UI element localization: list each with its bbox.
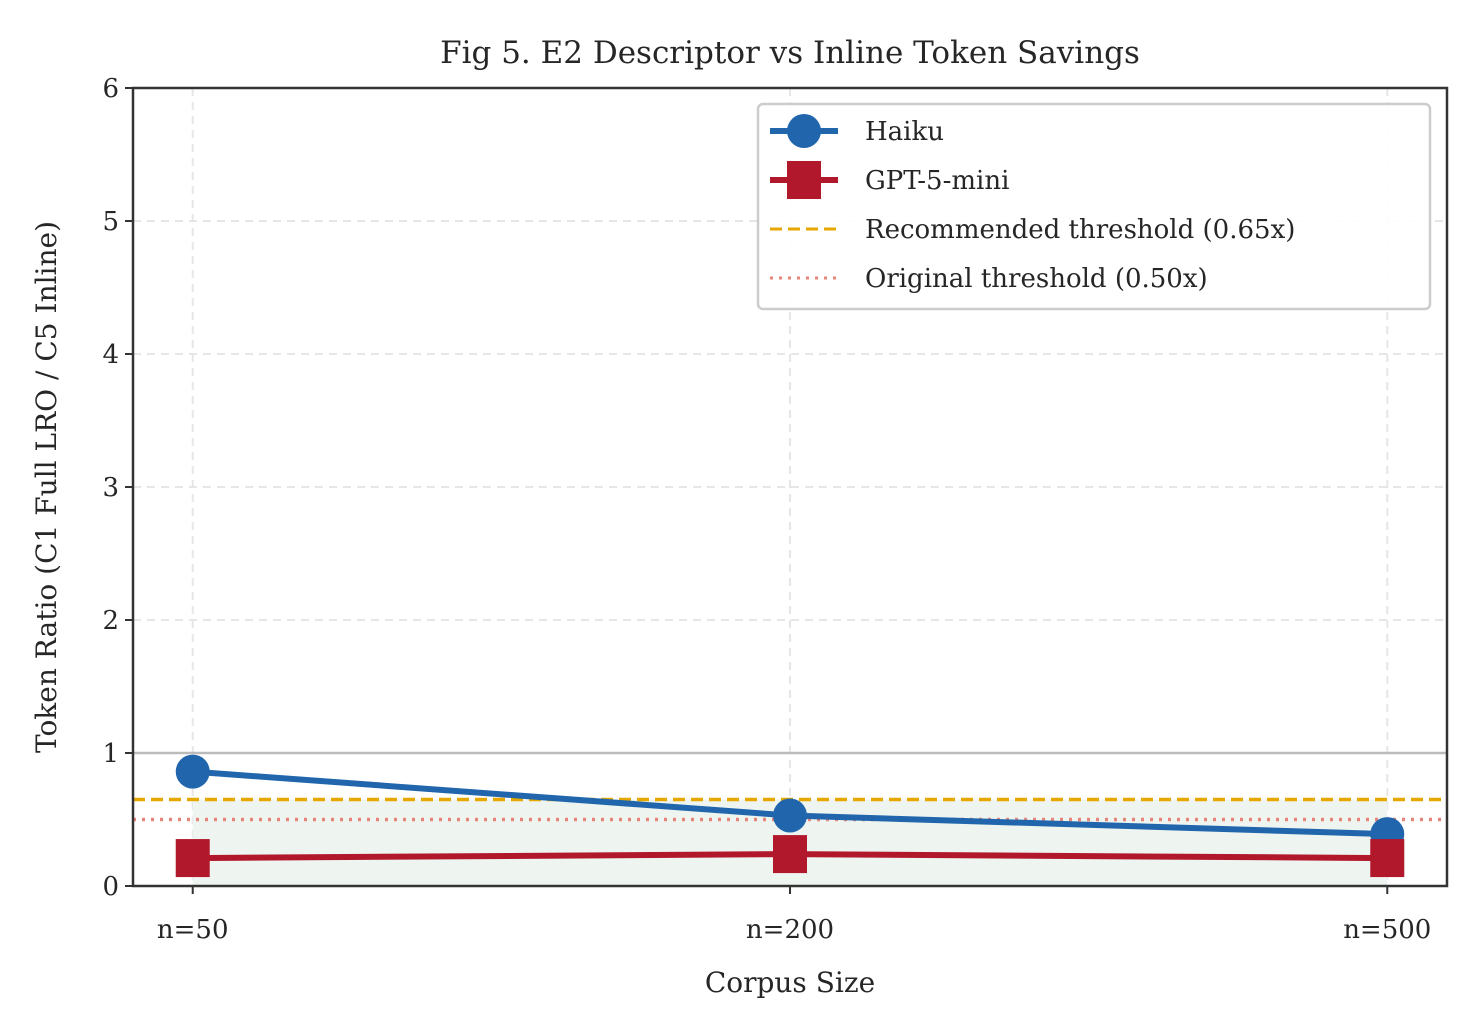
legend-marker-circle: [787, 114, 821, 148]
x-tick-label: n=50: [157, 915, 229, 945]
y-tick-label: 0: [102, 872, 119, 902]
y-tick-label: 1: [102, 739, 119, 769]
legend-label: GPT-5-mini: [865, 166, 1009, 196]
x-tick-label: n=500: [1343, 915, 1431, 945]
data-point: [773, 835, 807, 874]
chart-title: Fig 5. E2 Descriptor vs Inline Token Sav…: [440, 35, 1140, 71]
y-tick-label: 5: [102, 207, 119, 237]
legend-label: Recommended threshold (0.65x): [865, 215, 1295, 245]
y-tick-label: 3: [102, 473, 119, 503]
legend-marker-square: [787, 161, 821, 199]
y-axis-label: Token Ratio (C1 Full LRO / C5 Inline): [30, 221, 63, 753]
legend: Haiku GPT-5-mini Recommended threshold (0.…: [756, 102, 1432, 311]
y-tick-label: 6: [102, 74, 119, 104]
data-point: [1370, 839, 1405, 878]
legend-label: Original threshold (0.50x): [865, 264, 1208, 294]
legend-label: Haiku: [865, 117, 944, 147]
x-tick-label: n=200: [746, 915, 834, 945]
legend-box: [756, 102, 1432, 311]
x-axis-label: Corpus Size: [705, 966, 875, 999]
series-group: [175, 754, 1405, 878]
data-point: [175, 754, 210, 789]
data-point: [175, 839, 210, 878]
y-tick-label: 4: [102, 340, 119, 370]
axis-ticks: 0 1 2 3 4 5 6 n=50 n=200 n=500: [102, 74, 1431, 945]
data-point: [773, 798, 807, 833]
y-tick-label: 2: [102, 606, 119, 636]
